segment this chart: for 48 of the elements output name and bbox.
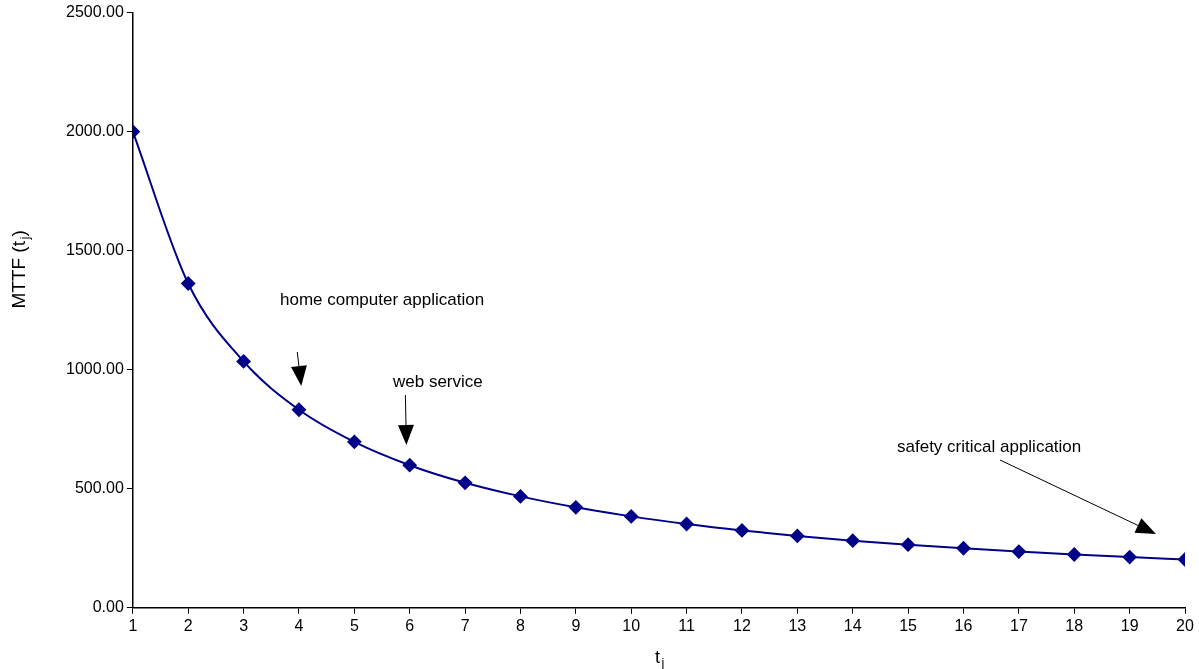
x-tick-label: 16 [954, 616, 973, 634]
point [845, 533, 860, 548]
point [181, 276, 196, 291]
x-tick-label: 10 [622, 616, 641, 634]
x-tick-label: 6 [405, 616, 415, 634]
x-tick-label: 7 [460, 616, 470, 634]
point [1122, 550, 1137, 565]
y-tick-label: 0.00 [92, 598, 124, 616]
x-tick-label: 4 [294, 616, 304, 634]
y-tick-label: 500.00 [74, 479, 124, 497]
x-tick-label: 12 [733, 616, 751, 634]
point [956, 541, 971, 556]
x-tick-label: 11 [678, 616, 696, 634]
annotation: web service [392, 371, 483, 391]
point [513, 489, 528, 504]
y-tick-label: 2500.00 [65, 3, 124, 21]
point [734, 523, 749, 538]
x-tick-label: 1 [128, 616, 138, 634]
annotation: safety critical application [897, 436, 1082, 456]
point [291, 402, 306, 417]
x-tick-label: 17 [1009, 616, 1028, 634]
point [679, 517, 694, 531]
point [347, 434, 362, 449]
y-tick-label: 1000.00 [65, 360, 124, 378]
x-tick-label: 5 [349, 616, 359, 634]
point [790, 528, 805, 543]
x-tick-label: 20 [1176, 616, 1194, 634]
y-axis-title: MTTF (tj) [8, 230, 33, 309]
x-tick-label: 9 [571, 616, 581, 634]
x-tick-label: 3 [239, 616, 249, 634]
x-tick-label: 19 [1120, 616, 1139, 634]
x-tick-label: 13 [788, 616, 807, 634]
x-tick-label: 2 [183, 616, 193, 634]
point [624, 509, 639, 524]
annotation: home computer application [280, 289, 485, 309]
point [901, 537, 916, 552]
y-tick-label: 2000.00 [65, 122, 124, 140]
x-tick-label: 18 [1065, 616, 1084, 634]
point [568, 500, 583, 515]
point [1067, 547, 1082, 562]
point [236, 354, 251, 369]
x-tick-label: 14 [843, 616, 862, 634]
x-tick-label: 8 [516, 616, 526, 634]
point [458, 475, 473, 490]
point [1011, 544, 1026, 559]
point [402, 458, 417, 473]
y-tick-label: 1500.00 [65, 241, 124, 259]
x-tick-label: 15 [899, 616, 918, 634]
